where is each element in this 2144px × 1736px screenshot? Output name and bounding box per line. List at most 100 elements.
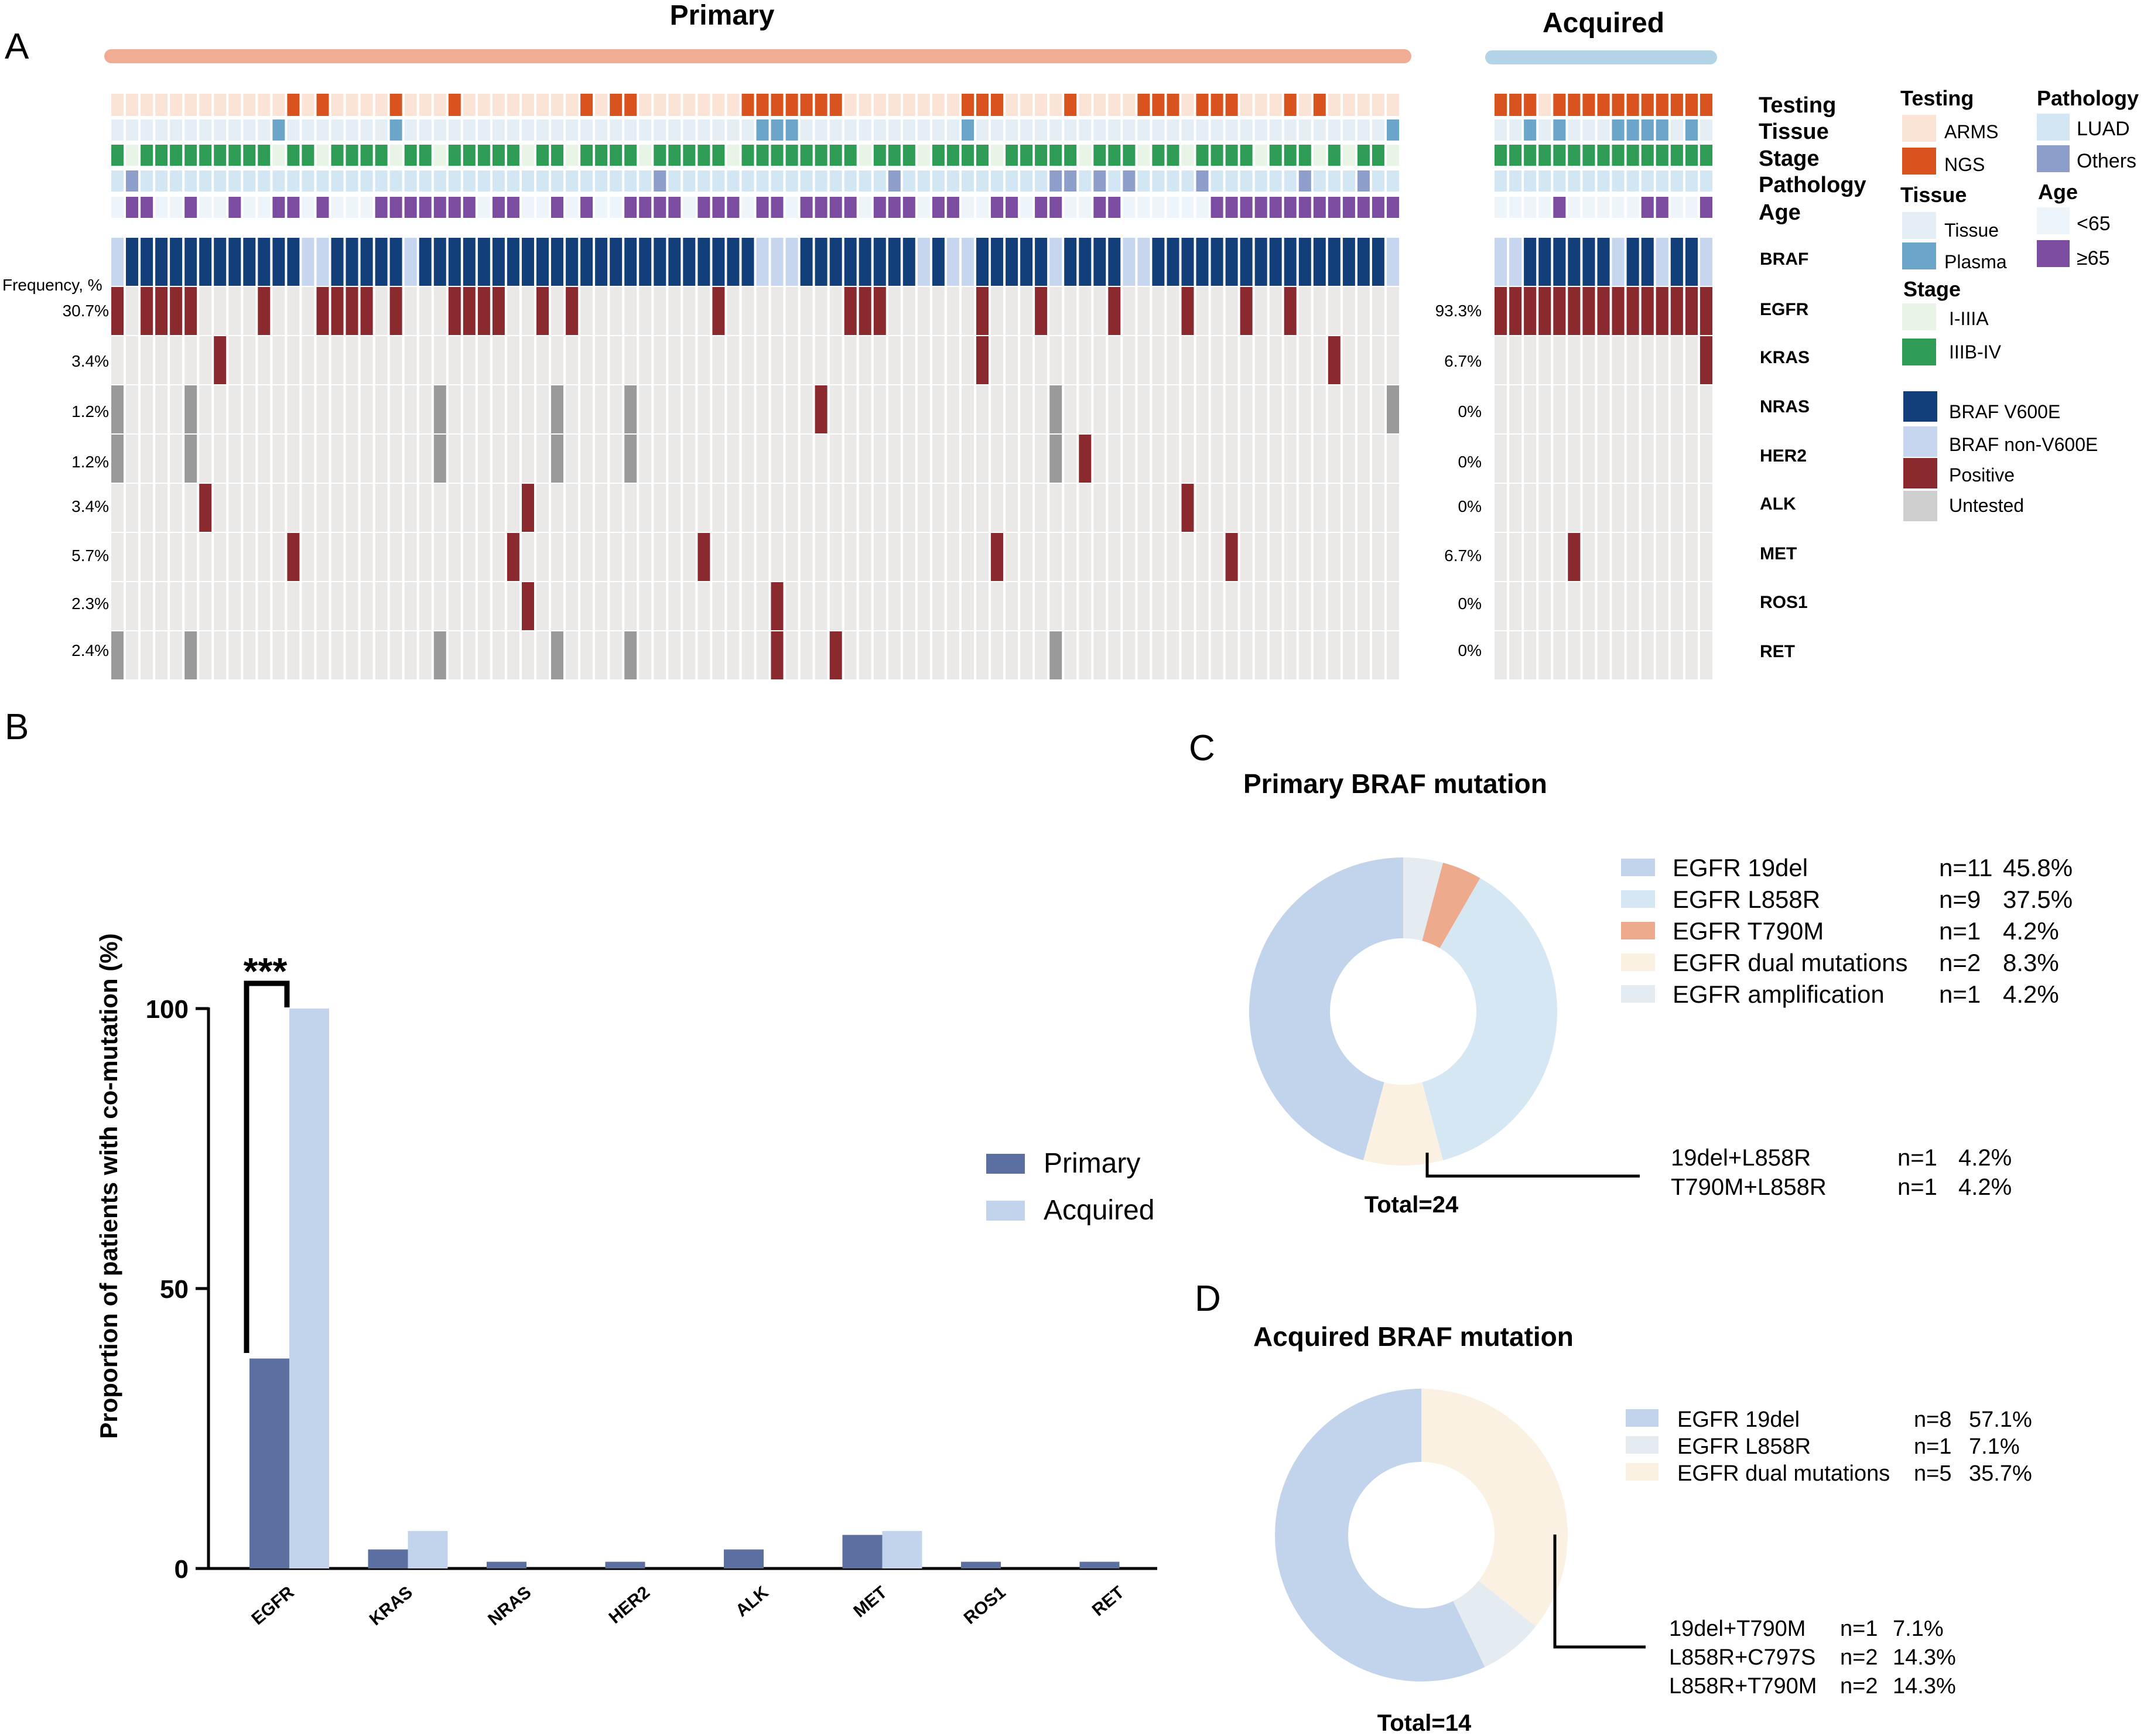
primary-frequency-label: 3.4%	[71, 352, 109, 370]
primary-tissue-cell	[976, 119, 989, 141]
acquired-met-cell	[1568, 533, 1581, 581]
primary-testing-cell	[389, 94, 402, 116]
primary-stage-cell	[595, 145, 608, 166]
acquired-braf-cell	[1509, 238, 1522, 286]
acquired-ros1-cell	[1509, 582, 1522, 630]
primary-braf-cell	[741, 238, 754, 286]
primary-met-cell	[1254, 533, 1267, 581]
acquired-kras-cell	[1700, 336, 1712, 384]
x-tick-label: HER2	[605, 1583, 654, 1628]
primary-kras-cell	[888, 336, 901, 384]
primary-her2-cell	[873, 435, 886, 483]
primary-braf-cell	[214, 238, 227, 286]
primary-frequency-label: 5.7%	[71, 546, 109, 565]
primary-pathology-cell	[419, 170, 432, 192]
primary-braf-cell	[433, 238, 446, 286]
primary-nras-cell	[199, 385, 212, 433]
primary-testing-cell	[654, 94, 666, 116]
acquired-her2-cell	[1568, 435, 1581, 483]
legend-age-old: ≥65	[2077, 247, 2109, 269]
primary-egfr-cell	[1181, 287, 1194, 335]
primary-met-cell	[1167, 533, 1179, 581]
primary-ret-cell	[199, 631, 212, 679]
primary-her2-cell	[243, 435, 256, 483]
acquired-stage-cell	[1582, 145, 1595, 166]
acquired-ret-cell	[1612, 631, 1625, 679]
primary-braf-cell	[727, 238, 740, 286]
acquired-braf-cell	[1612, 238, 1625, 286]
primary-ros1-cell	[727, 582, 740, 630]
acquired-testing-cell	[1568, 94, 1581, 116]
legend-luad-swatch	[2037, 114, 2070, 141]
primary-tissue-cell	[1387, 119, 1399, 141]
primary-nras-cell	[404, 385, 417, 433]
acquired-kras-cell	[1509, 336, 1522, 384]
primary-stage-cell	[1181, 145, 1194, 166]
primary-frequency-column: 30.7%3.4%1.2%1.2%3.4%5.7%2.3%2.4%	[63, 302, 109, 659]
primary-kras-cell	[1196, 336, 1209, 384]
primary-kras-cell	[785, 336, 798, 384]
primary-tissue-cell	[1108, 119, 1121, 141]
primary-age-cell	[946, 197, 959, 218]
legend-pct: 57.1%	[1969, 1407, 2032, 1432]
primary-braf-cell	[492, 238, 505, 286]
primary-age-cell	[1298, 197, 1311, 218]
primary-egfr-cell	[859, 287, 871, 335]
acquired-stage-cell	[1597, 145, 1610, 166]
acquired-egfr-cell	[1568, 287, 1581, 335]
primary-stage-cell	[1079, 145, 1092, 166]
primary-stage-cell	[829, 145, 842, 166]
primary-her2-cell	[1108, 435, 1121, 483]
primary-nras-cell	[1357, 385, 1370, 433]
primary-her2-cell	[727, 435, 740, 483]
detail-pct: 7.1%	[1893, 1617, 1944, 1641]
primary-met-cell	[829, 533, 842, 581]
legend-primary-swatch	[986, 1154, 1025, 1174]
primary-stage-cell	[1020, 145, 1033, 166]
primary-braf-cell	[1152, 238, 1165, 286]
primary-egfr-cell	[1196, 287, 1209, 335]
primary-testing-cell	[126, 94, 138, 116]
primary-kras-cell	[170, 336, 183, 384]
primary-stage-cell	[1328, 145, 1341, 166]
primary-ros1-cell	[1211, 582, 1223, 630]
acquired-age-cell	[1495, 197, 1507, 218]
primary-ret-cell	[1342, 631, 1355, 679]
primary-braf-cell	[991, 238, 1003, 286]
primary-her2-cell	[1342, 435, 1355, 483]
primary-ros1-cell	[873, 582, 886, 630]
primary-tissue-cell	[1357, 119, 1370, 141]
primary-pathology-cell	[683, 170, 696, 192]
primary-her2-cell	[214, 435, 227, 483]
primary-kras-cell	[331, 336, 344, 384]
legend-swatch	[1626, 1409, 1659, 1427]
primary-alk-cell	[624, 484, 637, 532]
primary-tissue-cell	[1211, 119, 1223, 141]
acquired-met-cell	[1700, 533, 1712, 581]
primary-testing-cell	[932, 94, 945, 116]
primary-kras-cell	[243, 336, 256, 384]
primary-testing-cell	[962, 94, 974, 116]
primary-braf-cell	[639, 238, 652, 286]
primary-ret-cell	[155, 631, 168, 679]
primary-ret-cell	[1035, 631, 1048, 679]
acquired-her2-cell	[1553, 435, 1566, 483]
primary-stage-cell	[712, 145, 725, 166]
primary-testing-cell	[522, 94, 534, 116]
primary-ros1-cell	[1108, 582, 1121, 630]
primary-alk-cell	[1342, 484, 1355, 532]
primary-egfr-cell	[844, 287, 857, 335]
primary-nras-cell	[1342, 385, 1355, 433]
primary-her2-cell	[741, 435, 754, 483]
primary-braf-cell	[712, 238, 725, 286]
primary-ros1-cell	[287, 582, 300, 630]
primary-met-cell	[800, 533, 813, 581]
primary-egfr-cell	[1167, 287, 1179, 335]
legend-untested: Untested	[1949, 495, 2024, 516]
acquired-alk-cell	[1524, 484, 1537, 532]
primary-braf-cell	[536, 238, 549, 286]
primary-met-cell	[1196, 533, 1209, 581]
primary-tissue-cell	[917, 119, 930, 141]
primary-braf-cell	[477, 238, 490, 286]
primary-tissue-cell	[1342, 119, 1355, 141]
